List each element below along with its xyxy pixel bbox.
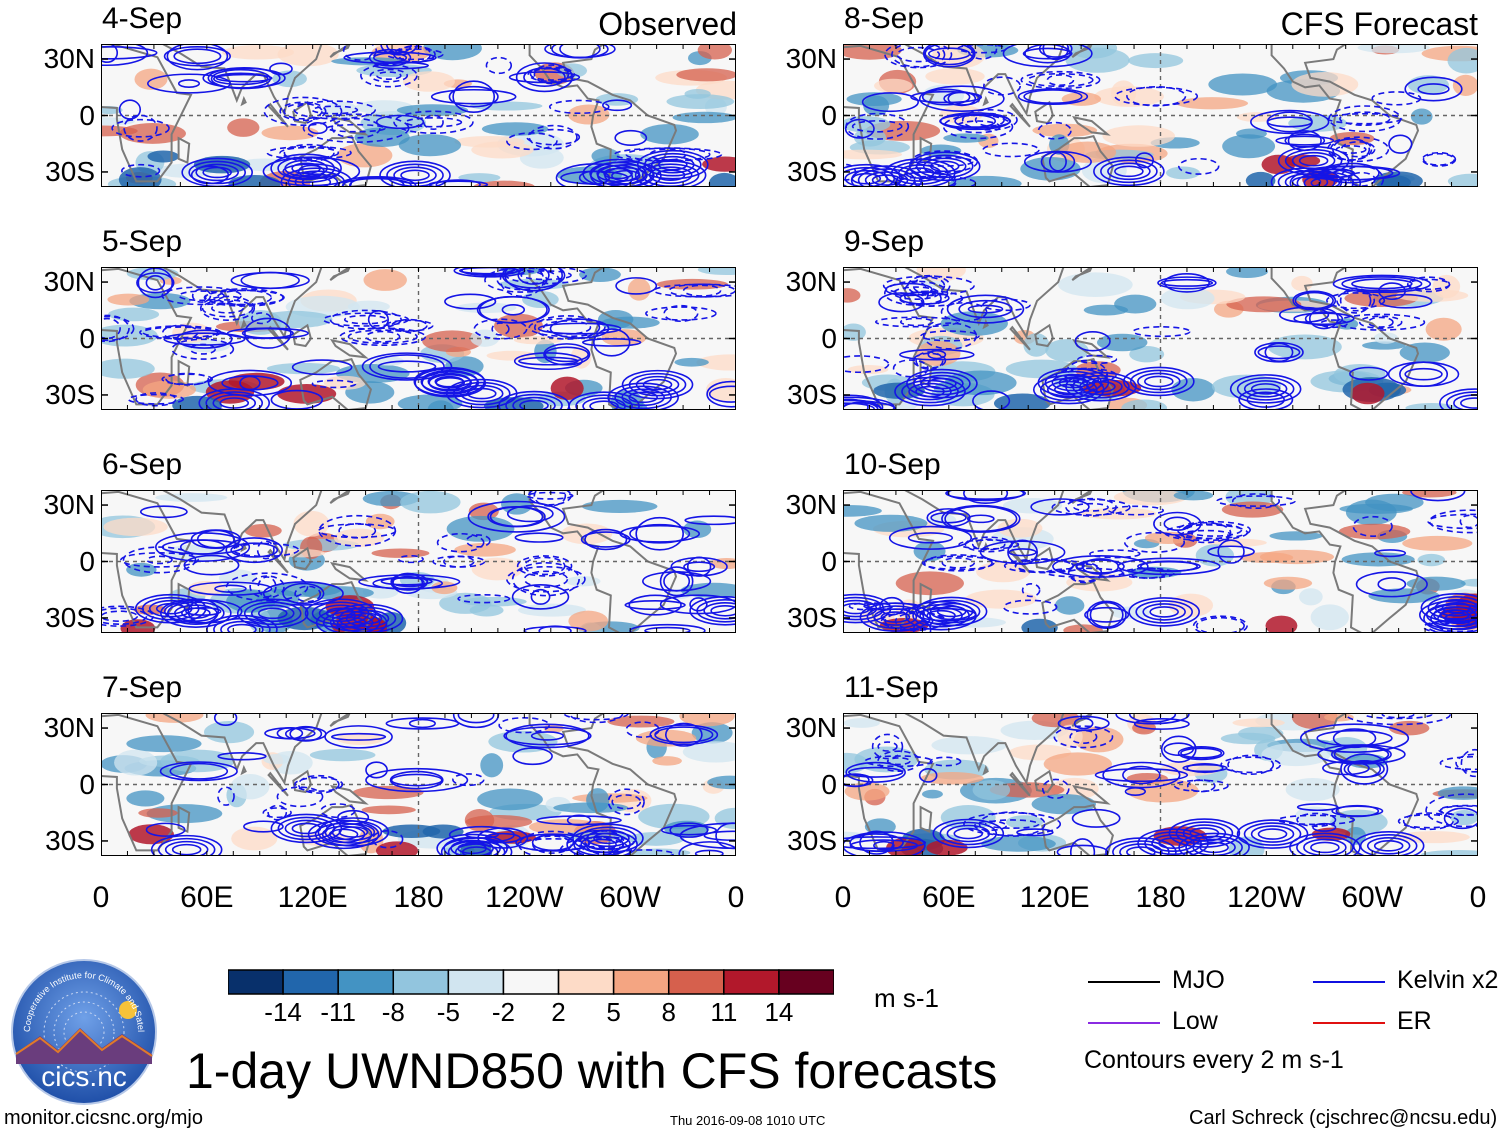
legend-label: MJO <box>1172 966 1225 994</box>
footer-timestamp: Thu 2016-09-08 1010 UTC <box>670 1113 826 1128</box>
footer-url[interactable]: monitor.cicsnc.org/mjo <box>4 1107 203 1129</box>
cics-logo: Cooperative Institute for Climate and Sa… <box>10 958 157 1105</box>
panel-date-label: 5-Sep <box>102 225 183 258</box>
lon-label: 60W <box>599 881 661 914</box>
map-panel-5-sep <box>101 267 736 410</box>
colorbar-swatch <box>557 969 615 995</box>
lon-label: 0 <box>834 881 852 914</box>
panel-date-label: 11-Sep <box>844 671 939 704</box>
panel-date-label: 8-Sep <box>844 2 925 35</box>
colorbar-tick-label: 8 <box>661 997 676 1027</box>
lon-label: 60W <box>1341 881 1403 914</box>
colorbar-tick-label: -14 <box>264 997 302 1027</box>
map-panel-8-sep <box>843 44 1478 187</box>
lat-label: 30S <box>45 378 95 410</box>
map-panel-10-sep <box>843 490 1478 633</box>
colorbar-tick-label: 2 <box>551 997 566 1027</box>
lon-label: 120E <box>1019 881 1090 914</box>
legend-line-mjo <box>1088 981 1160 983</box>
lat-label: 30S <box>787 378 837 410</box>
panel-date-label: 10-Sep <box>844 448 941 481</box>
lat-label: 0 <box>79 768 95 800</box>
colorbar-swatch <box>228 969 284 995</box>
legend-line-kelvin-x2 <box>1313 981 1385 983</box>
colorbar-tick-label: 5 <box>606 997 621 1027</box>
lon-label: 0 <box>1469 881 1487 914</box>
map-panel-9-sep <box>843 267 1478 410</box>
lat-label: 30N <box>785 266 837 298</box>
map-panel-11-sep <box>843 713 1478 856</box>
lat-label: 30S <box>45 824 95 856</box>
colorbar-swatch <box>502 969 560 995</box>
lat-label: 30N <box>43 266 95 298</box>
lon-label: 0 <box>727 881 745 914</box>
colorbar-swatch <box>447 969 505 995</box>
legend-line-low <box>1088 1022 1160 1024</box>
lat-label: 30S <box>787 155 837 187</box>
colorbar-tick-label: -2 <box>491 997 516 1027</box>
lat-label: 0 <box>821 768 837 800</box>
lat-label: 0 <box>821 99 837 131</box>
forecast-heading: CFS Forecast <box>1280 6 1478 42</box>
colorbar-swatch <box>778 969 834 995</box>
lat-label: 0 <box>79 322 95 354</box>
colorbar-swatch <box>392 969 450 995</box>
colorbar-tick-label: 11 <box>710 997 738 1027</box>
panel-date-label: 9-Sep <box>844 225 925 258</box>
lat-label: 30N <box>43 43 95 75</box>
colorbar-tick-label: 14 <box>764 997 794 1027</box>
lat-label: 30N <box>785 712 837 744</box>
lat-label: 30N <box>43 489 95 521</box>
lat-label: 30S <box>787 824 837 856</box>
colorbar-swatch <box>282 969 339 995</box>
legend-label: Low <box>1172 1007 1218 1035</box>
panel-date-label: 6-Sep <box>102 448 183 481</box>
observed-heading: Observed <box>598 6 737 42</box>
map-panel-4-sep <box>101 44 736 187</box>
colorbar-swatch <box>612 969 670 995</box>
panel-date-label: 7-Sep <box>102 671 183 704</box>
colorbar-tick-label: -11 <box>320 997 356 1027</box>
logo-text: cics.nc <box>41 1061 127 1092</box>
lon-label: 120W <box>485 881 564 914</box>
colorbar-swatch <box>337 969 395 995</box>
legend-note: Contours every 2 m s-1 <box>1084 1046 1344 1074</box>
lat-label: 0 <box>821 545 837 577</box>
lat-label: 30N <box>785 489 837 521</box>
lat-label: 30N <box>43 712 95 744</box>
map-panel-7-sep <box>101 713 736 856</box>
lat-label: 30N <box>785 43 837 75</box>
colorbar-tick-label: -8 <box>381 997 405 1027</box>
lat-label: 0 <box>821 322 837 354</box>
panel-date-label: 4-Sep <box>102 2 183 35</box>
lon-label: 120W <box>1227 881 1306 914</box>
lat-label: 0 <box>79 99 95 131</box>
lat-label: 30S <box>787 601 837 633</box>
lon-label: 0 <box>92 881 110 914</box>
lon-label: 120E <box>277 881 348 914</box>
legend-line-er <box>1313 1022 1385 1024</box>
colorbar-units: m s-1 <box>874 983 939 1013</box>
lon-label: 180 <box>393 881 444 914</box>
lon-label: 180 <box>1135 881 1186 914</box>
lat-label: 0 <box>79 545 95 577</box>
lon-label: 60E <box>922 881 976 914</box>
legend-label: Kelvin x2 <box>1397 966 1499 994</box>
colorbar <box>228 969 834 995</box>
lat-label: 30S <box>45 601 95 633</box>
legend-label: ER <box>1397 1007 1432 1035</box>
colorbar-tick-label: -5 <box>436 997 460 1027</box>
footer-credit: Carl Schreck (cjschrec@ncsu.edu) <box>1189 1107 1498 1129</box>
lat-label: 30S <box>45 155 95 187</box>
colorbar-swatch <box>723 969 780 995</box>
map-panel-6-sep <box>101 490 736 633</box>
lon-label: 60E <box>180 881 234 914</box>
colorbar-swatch <box>667 969 725 995</box>
chart-title: 1-day UWND850 with CFS forecasts <box>186 1043 998 1099</box>
